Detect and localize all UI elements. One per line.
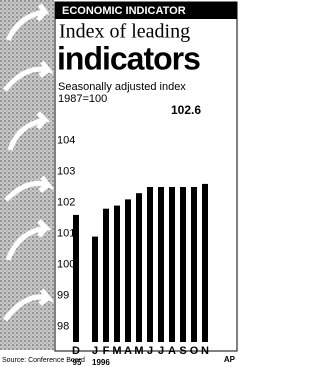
chart: ECONOMIC INDICATOR Index of leading indi… [0,0,240,367]
x-tick-label: J [92,345,98,357]
bar [136,193,142,342]
y-tick-label: 104 [57,134,75,146]
x-tick-label: S [179,345,186,357]
y-tick-label: 99 [57,289,69,301]
credit: AP [224,355,236,364]
year-label: 1996 [92,358,110,367]
chart-title-emphasis: indicators [57,40,200,76]
value-label: 102.6 [171,103,201,117]
bar [92,237,98,342]
x-tick-label: J [158,345,164,357]
x-tick-label: N [201,345,209,357]
bar [114,206,120,342]
y-tick-label: 101 [57,227,75,239]
year-label: '95 [71,358,82,367]
x-tick-label: M [112,345,121,357]
index-base: 1987=100 [58,93,107,105]
bar [103,209,109,342]
chart-title: Index of leading [59,21,190,43]
bar [125,199,131,342]
kicker: ECONOMIC INDICATOR [62,5,186,17]
bar [180,187,186,342]
y-tick-label: 103 [57,165,75,177]
x-tick-label: M [134,345,143,357]
bar [147,187,153,342]
subtitle: Seasonally adjusted index [58,81,186,93]
x-tick-label: F [103,345,110,357]
x-tick-label: J [147,345,153,357]
decorative-strip [0,0,54,350]
y-tick-label: 102 [57,196,75,208]
bar [202,184,208,342]
x-tick-label: A [124,345,132,357]
y-tick-label: 100 [57,258,75,270]
x-tick-label: D [72,345,80,357]
bar [169,187,175,342]
bar [73,215,79,342]
x-tick-label: A [168,345,176,357]
bar [191,187,197,342]
y-tick-label: 98 [57,320,69,332]
x-tick-label: O [190,345,199,357]
bar [158,187,164,342]
